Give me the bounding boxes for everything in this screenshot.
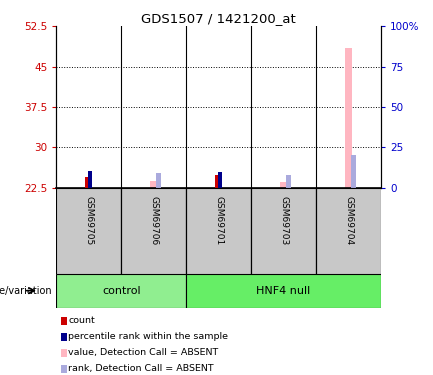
Bar bbox=[56, 274, 186, 308]
Bar bbox=[150, 180, 158, 188]
Text: count: count bbox=[68, 316, 95, 325]
Bar bbox=[156, 173, 161, 188]
Bar bbox=[280, 182, 288, 188]
Text: genotype/variation: genotype/variation bbox=[0, 286, 52, 296]
Bar bbox=[251, 188, 316, 274]
Bar bbox=[88, 171, 92, 188]
Bar bbox=[214, 175, 220, 188]
Text: value, Detection Call = ABSENT: value, Detection Call = ABSENT bbox=[68, 348, 219, 357]
Bar bbox=[186, 274, 381, 308]
Bar bbox=[121, 188, 186, 274]
Text: rank, Detection Call = ABSENT: rank, Detection Call = ABSENT bbox=[68, 364, 214, 374]
Text: HNF4 null: HNF4 null bbox=[256, 286, 311, 296]
Bar bbox=[218, 172, 222, 188]
Bar bbox=[186, 188, 251, 274]
Bar bbox=[286, 175, 291, 188]
Text: GSM69706: GSM69706 bbox=[149, 196, 158, 245]
Text: control: control bbox=[102, 286, 141, 296]
Bar bbox=[345, 48, 352, 188]
Text: GSM69701: GSM69701 bbox=[214, 196, 223, 245]
Title: GDS1507 / 1421200_at: GDS1507 / 1421200_at bbox=[141, 12, 296, 25]
Text: GSM69703: GSM69703 bbox=[279, 196, 288, 245]
Text: percentile rank within the sample: percentile rank within the sample bbox=[68, 332, 228, 341]
Text: GSM69704: GSM69704 bbox=[344, 196, 353, 245]
Bar bbox=[316, 188, 381, 274]
Bar bbox=[351, 155, 356, 188]
Bar bbox=[84, 177, 90, 188]
Text: GSM69705: GSM69705 bbox=[84, 196, 93, 245]
Bar bbox=[56, 188, 121, 274]
